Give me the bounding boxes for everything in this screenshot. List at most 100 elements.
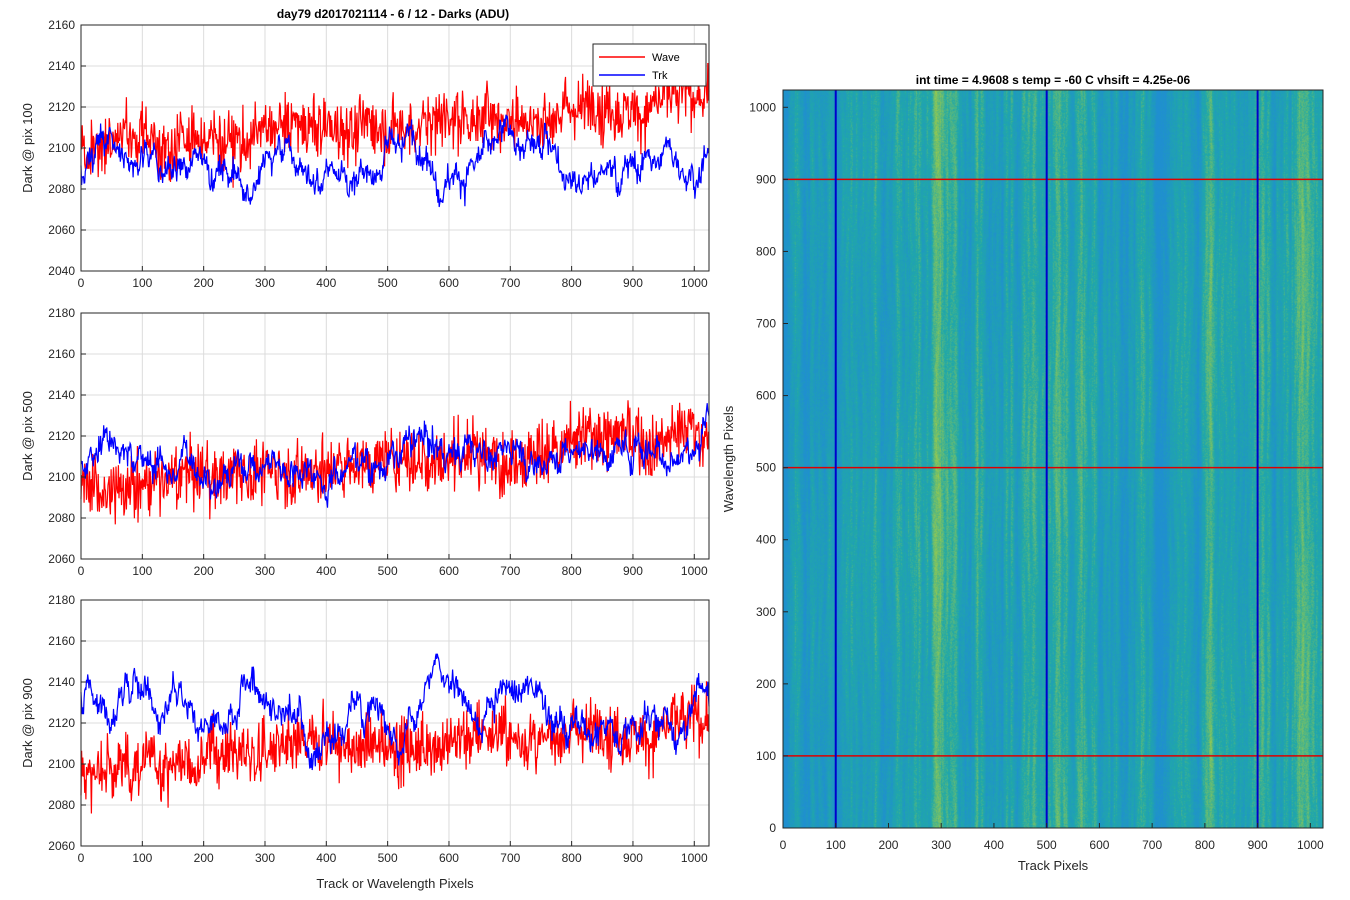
x-tick-label: 0 [78,564,85,578]
y-tick-label: 2160 [48,18,75,32]
y-tick-label: 2040 [48,264,75,278]
x-tick-label: 600 [439,851,459,865]
heatmap-y-tick-label: 900 [756,172,776,186]
x-tick-label: 100 [132,564,152,578]
heatmap-panel: int time = 4.9608 s temp = -60 C vhsift … [721,73,1324,873]
legend: Wave Trk [592,43,707,87]
x-tick-label: 200 [194,564,214,578]
y-tick-label: 2120 [48,100,75,114]
heatmap-x-tick-label: 500 [1037,838,1057,852]
heatmap-image [783,90,1323,828]
x-tick-label: 200 [194,851,214,865]
x-tick-label: 900 [623,564,643,578]
y-tick-label: 2080 [48,182,75,196]
y-tick-label: 2120 [48,429,75,443]
series-line-wave [80,400,710,525]
heatmap-x-tick-label: 700 [1142,838,1162,852]
x-tick-label: 400 [316,276,336,290]
series-line-wave [80,681,710,814]
x-tick-label: 0 [78,851,85,865]
series-line-trk [80,653,710,771]
x-tick-label: 700 [500,564,520,578]
y-tick-label: 2060 [48,839,75,853]
heatmap-y-tick-label: 700 [756,317,776,331]
legend-wave-label: Wave [652,52,680,64]
x-tick-label: 400 [316,851,336,865]
y-tick-label: 2180 [48,593,75,607]
heatmap-x-tick-label: 900 [1248,838,1268,852]
plot-dark-pix900: 0 100 200 300 400 500 600 700 800 900 1000 2060 2080… [20,593,710,891]
series-line-trk [80,114,710,208]
x-tick-label: 600 [439,564,459,578]
heatmap-y-tick-label: 0 [769,821,776,835]
x-tick-label: 800 [562,276,582,290]
y-tick-label: 2100 [48,757,75,771]
heatmap-x-tick-label: 800 [1195,838,1215,852]
x-tick-label: 300 [255,851,275,865]
y-tick-label: 2140 [48,675,75,689]
x-tick-label: 400 [316,564,336,578]
x-axis-label: Track or Wavelength Pixels [316,876,474,891]
y-tick-label: 2080 [48,798,75,812]
legend-box [592,43,707,87]
plot-dark-pix100: 0 100 200 300 400 500 600 700 800 900 1000 2040 2060… [20,18,710,290]
series-line-wave [80,55,710,188]
plot-dark-pix500: 0 100 200 300 400 500 600 700 800 900 1000 2060 2080… [20,306,710,578]
x-tick-label: 800 [562,851,582,865]
y-tick-label: 2180 [48,306,75,320]
x-tick-label: 1000 [681,851,708,865]
series-line-trk [80,403,710,508]
y-tick-label: 2140 [48,388,75,402]
y-tick-label: 2060 [48,223,75,237]
y-tick-label: 2060 [48,552,75,566]
x-tick-label: 300 [255,276,275,290]
heatmap-x-tick-label: 0 [780,838,787,852]
x-tick-label: 500 [378,276,398,290]
x-tick-label: 700 [500,276,520,290]
y-axis-label: Dark @ pix 900 [20,678,35,768]
heatmap-x-tick-label: 100 [826,838,846,852]
heatmap-x-tick-label: 200 [878,838,898,852]
figure-title: day79 d2017021114 - 6 / 12 - Darks (ADU) [277,7,509,21]
legend-trk-label: Trk [652,70,668,82]
x-tick-label: 700 [500,851,520,865]
x-tick-label: 100 [132,851,152,865]
heatmap-title: int time = 4.9608 s temp = -60 C vhsift … [916,73,1191,87]
y-tick-label: 2120 [48,716,75,730]
y-tick-label: 2140 [48,59,75,73]
x-tick-label: 500 [378,851,398,865]
heatmap-x-tick-label: 600 [1089,838,1109,852]
heatmap-x-tick-label: 300 [931,838,951,852]
x-tick-label: 1000 [681,564,708,578]
x-tick-label: 600 [439,276,459,290]
heatmap-y-tick-label: 200 [756,677,776,691]
y-tick-label: 2160 [48,347,75,361]
x-tick-label: 0 [78,276,85,290]
x-tick-label: 500 [378,564,398,578]
heatmap-y-tick-label: 300 [756,605,776,619]
x-tick-label: 800 [562,564,582,578]
heatmap-xlabel: Track Pixels [1018,858,1089,873]
heatmap-ylabel: Wavelength Pixels [721,405,736,512]
x-tick-label: 100 [132,276,152,290]
heatmap-x-tick-label: 1000 [1297,838,1324,852]
y-axis-label: Dark @ pix 500 [20,391,35,481]
x-tick-label: 200 [194,276,214,290]
heatmap-y-tick-label: 100 [756,749,776,763]
heatmap-y-tick-label: 500 [756,461,776,475]
heatmap-x-tick-label: 400 [984,838,1004,852]
heatmap-y-tick-label: 400 [756,533,776,547]
x-tick-label: 900 [623,851,643,865]
heatmap-y-tick-label: 600 [756,389,776,403]
y-tick-label: 2080 [48,511,75,525]
y-axis-label: Dark @ pix 100 [20,103,35,193]
x-tick-label: 1000 [681,276,708,290]
heatmap-y-tick-label: 800 [756,244,776,258]
heatmap-y-tick-label: 1000 [749,100,776,114]
y-tick-label: 2160 [48,634,75,648]
x-tick-label: 900 [623,276,643,290]
x-tick-label: 300 [255,564,275,578]
heatmap-axes-box [782,89,1324,829]
y-tick-label: 2100 [48,470,75,484]
